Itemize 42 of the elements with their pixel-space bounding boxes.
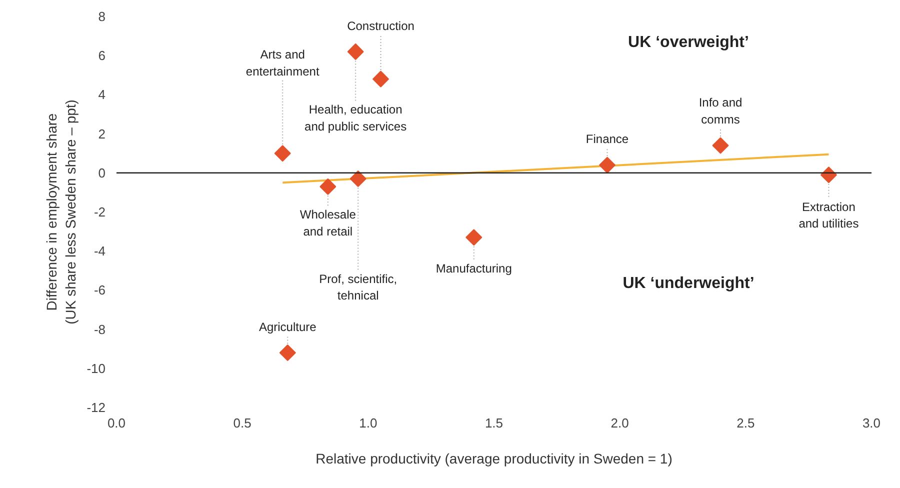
x-axis-title: Relative productivity (average productivity in Sweden = 1) [316, 450, 672, 466]
point [712, 137, 729, 154]
y-tick-label: 6 [98, 48, 106, 64]
x-tick-label: 1.5 [484, 416, 504, 430]
point [820, 166, 837, 184]
annotation: UK ‘underweight’ [622, 275, 754, 292]
y-tick-label: 8 [98, 9, 106, 24]
annotation: UK ‘overweight’ [628, 34, 749, 51]
y-tick-label: -8 [94, 322, 106, 337]
point [320, 178, 336, 195]
x-tick-label: 0.0 [107, 416, 126, 430]
y-tick-label: 2 [98, 126, 106, 142]
point [350, 170, 366, 188]
y-tick-label: -12 [86, 400, 106, 415]
y-tick-label: -6 [94, 282, 106, 298]
annotation: Agriculture [258, 320, 317, 334]
x-tick-label: 2.0 [610, 416, 629, 430]
annotation: Arts and entertainment [246, 48, 320, 78]
x-tick-label: 3.0 [862, 416, 881, 430]
annotation: Info and comms [698, 96, 742, 127]
annotation: Manufacturing [436, 261, 512, 276]
annotation: Health, education and public services [304, 102, 407, 134]
annotation: Finance [586, 132, 629, 146]
point [466, 229, 482, 246]
y-axis-title: Difference in employment share (UK share less Sweden share – ppt) [44, 100, 79, 324]
point [274, 145, 291, 162]
annotation: Construction [347, 19, 414, 34]
point [347, 43, 364, 60]
y-tick-label: -2 [94, 204, 106, 220]
x-tick-label: 1.0 [359, 416, 378, 430]
annotation: Prof, scientific, tehnical [319, 272, 398, 303]
y-tick-label: 4 [98, 87, 106, 102]
point [279, 344, 296, 362]
y-tick-label: -10 [86, 360, 106, 376]
annotation: Extraction and utilities [798, 200, 859, 231]
y-tick-label: 0 [98, 165, 106, 180]
x-tick-label: 0.5 [233, 416, 252, 430]
x-tick-label: 2.5 [736, 416, 755, 430]
annotation: Wholesale and retail [300, 208, 356, 238]
point [598, 156, 616, 174]
y-tick-label: -4 [94, 244, 106, 259]
point [372, 70, 390, 88]
